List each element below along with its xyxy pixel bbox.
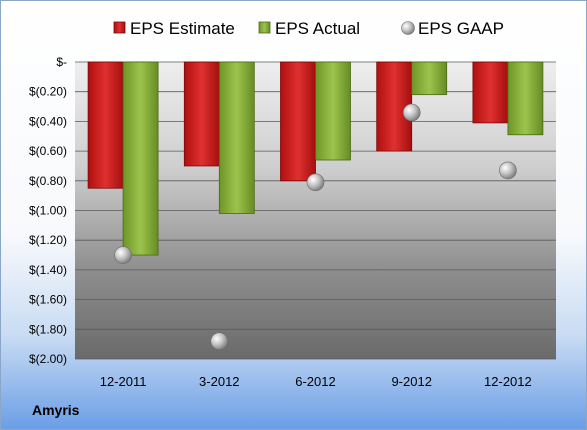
y-tick-label: $(1.00) — [29, 204, 67, 218]
eps-gaap-marker — [402, 103, 421, 122]
y-tick-label: $(1.60) — [29, 293, 67, 307]
x-axis-categories: 12-2011 3-2012 6-2012 9-2012 12-2012 — [100, 374, 532, 389]
eps-gaap-marker — [114, 246, 132, 264]
eps-actual-bar — [315, 61, 351, 161]
y-tick-label: $(0.20) — [29, 85, 67, 99]
y-tick-label: $(0.40) — [29, 114, 67, 128]
eps-estimate-bar — [472, 61, 509, 124]
legend-swatch — [401, 21, 415, 35]
y-axis-ticks: $- $(0.20) $(0.40) $(0.60) $(0.80) $(1.00) $(1… — [29, 55, 67, 366]
x-category-label: 12-2012 — [484, 374, 532, 389]
legend-label: EPS GAAP — [418, 19, 504, 38]
company-label: Amyris — [32, 402, 80, 418]
legend-swatch — [258, 21, 271, 34]
eps-estimate-bar — [183, 61, 220, 167]
legend-swatch — [113, 21, 126, 34]
eps-gaap-marker — [210, 332, 229, 350]
y-tick-label: $(1.20) — [29, 233, 67, 247]
x-category-label: 9-2012 — [391, 374, 431, 389]
legend-label: EPS Estimate — [130, 19, 235, 38]
y-tick-label: $(0.60) — [29, 144, 67, 158]
y-tick-label: $(1.40) — [29, 263, 67, 277]
y-tick-label: $(0.80) — [29, 174, 67, 188]
eps-estimate-bar — [280, 61, 316, 182]
x-category-label: 12-2011 — [100, 374, 147, 389]
y-tick-label: $(1.80) — [29, 322, 67, 336]
eps-actual-bar — [507, 61, 544, 136]
eps-estimate-bar — [87, 61, 124, 189]
legend: EPS Estimate EPS Actual EPS GAAP — [113, 19, 504, 38]
eps-gaap-marker — [499, 161, 517, 180]
eps-actual-bar — [122, 61, 159, 256]
legend-label: EPS Actual — [275, 19, 360, 38]
gaap-markers — [114, 103, 517, 350]
x-category-label: 3-2012 — [199, 374, 239, 389]
eps-gaap-marker — [306, 173, 325, 192]
x-category-label: 6-2012 — [295, 374, 335, 389]
eps-actual-bar — [411, 61, 448, 96]
y-tick-label: $(2.00) — [29, 352, 67, 366]
eps-actual-bar — [218, 61, 255, 214]
y-tick-label: $- — [56, 55, 67, 69]
